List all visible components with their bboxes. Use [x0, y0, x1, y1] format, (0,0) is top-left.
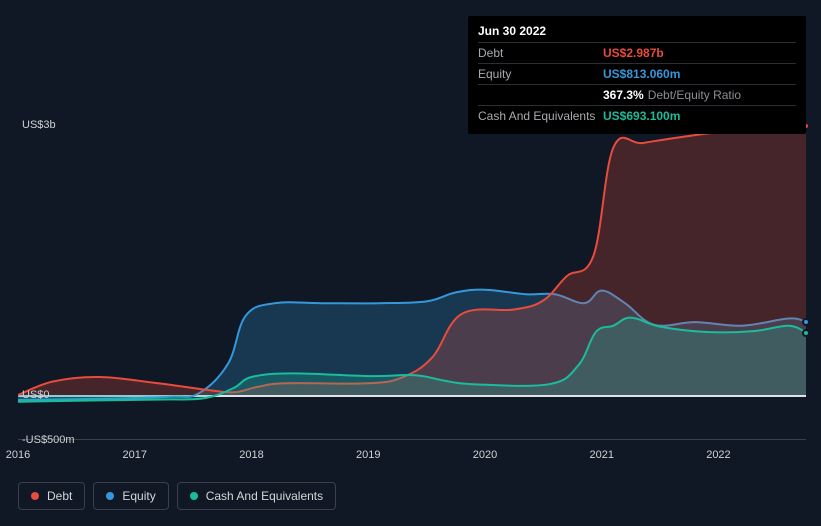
chart-plot[interactable]: US$3b US$0 -US$500m — [18, 125, 806, 440]
tooltip-row-cash: Cash And Equivalents US$693.100m — [478, 105, 796, 126]
legend-label: Equity — [122, 489, 155, 503]
tooltip-value-ratio: 367.3% Debt/Equity Ratio — [603, 88, 741, 102]
x-axis: 2016201720182019202020212022 — [18, 449, 806, 469]
tooltip-value-equity: US$813.060m — [603, 67, 680, 81]
tooltip-row-ratio: 367.3% Debt/Equity Ratio — [478, 84, 796, 105]
tooltip-label: Equity — [478, 67, 603, 81]
x-tick: 2016 — [6, 449, 30, 461]
y-tick-3b: US$3b — [22, 119, 56, 131]
tooltip-label: Debt — [478, 46, 603, 60]
ratio-label: Debt/Equity Ratio — [648, 88, 741, 102]
legend-dot-equity — [106, 492, 114, 500]
chart-svg — [18, 125, 806, 440]
marker-equity — [802, 318, 810, 326]
y-tick-neg: -US$500m — [22, 434, 75, 446]
legend-dot-debt — [31, 492, 39, 500]
tooltip-label — [478, 88, 603, 102]
x-tick: 2021 — [589, 449, 613, 461]
tooltip-value-cash: US$693.100m — [603, 109, 680, 123]
legend: Debt Equity Cash And Equivalents — [18, 482, 336, 510]
marker-cash — [802, 329, 810, 337]
x-tick: 2022 — [706, 449, 730, 461]
legend-label: Cash And Equivalents — [206, 489, 323, 503]
tooltip-value-debt: US$2.987b — [603, 46, 664, 60]
tooltip-date: Jun 30 2022 — [478, 22, 796, 42]
legend-dot-cash — [190, 492, 198, 500]
legend-item-debt[interactable]: Debt — [18, 482, 85, 510]
y-tick-0: US$0 — [22, 389, 50, 401]
x-tick: 2017 — [122, 449, 146, 461]
legend-item-equity[interactable]: Equity — [93, 482, 168, 510]
x-tick: 2020 — [473, 449, 497, 461]
ratio-value: 367.3% — [603, 88, 644, 102]
legend-item-cash[interactable]: Cash And Equivalents — [177, 482, 336, 510]
tooltip-label: Cash And Equivalents — [478, 109, 603, 123]
tooltip-row-equity: Equity US$813.060m — [478, 63, 796, 84]
legend-label: Debt — [47, 489, 72, 503]
tooltip-row-debt: Debt US$2.987b — [478, 42, 796, 63]
x-tick: 2019 — [356, 449, 380, 461]
x-tick: 2018 — [239, 449, 263, 461]
chart-tooltip: Jun 30 2022 Debt US$2.987b Equity US$813… — [468, 16, 806, 134]
